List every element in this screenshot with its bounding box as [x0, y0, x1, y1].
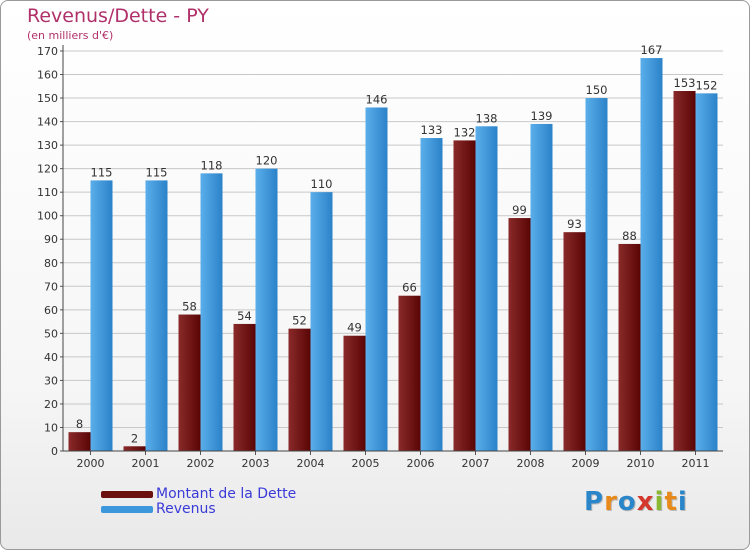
grid-lines	[63, 50, 723, 452]
logo-letter: o	[617, 487, 637, 517]
bar-revenue	[145, 180, 168, 452]
logo-letter: r	[604, 487, 618, 517]
data-label: 138	[476, 111, 498, 125]
y-tick-label: 110	[37, 186, 58, 199]
legend-label-debt: Montant de la Dette	[156, 486, 297, 502]
y-tick-label: 140	[37, 116, 58, 129]
data-label: 133	[421, 123, 443, 137]
data-label: 88	[622, 229, 637, 243]
logo-letter: i	[654, 487, 665, 517]
logo-letter: P	[584, 487, 605, 517]
data-label: 49	[347, 321, 362, 335]
bar-revenue	[475, 126, 498, 451]
data-label: 115	[146, 165, 168, 179]
y-tick-label: 70	[44, 280, 58, 293]
y-tick-label: 130	[37, 139, 58, 152]
bar-debt	[288, 328, 311, 451]
bar-debt	[123, 446, 146, 451]
data-label: 2	[131, 431, 138, 445]
data-label: 115	[91, 165, 113, 179]
bar-revenue	[310, 192, 333, 452]
bar-debt	[68, 432, 91, 451]
legend-swatch-debt	[101, 491, 153, 498]
data-label: 146	[366, 92, 388, 106]
y-tick-label: 60	[44, 304, 58, 317]
proxiti-logo: Proxiti	[584, 487, 688, 517]
y-tick-label: 50	[44, 327, 58, 340]
axes: 0 10 20 30 40 50 60 70 80 90 100 110 120 130 140 150 160…	[37, 45, 723, 470]
logo-letter: i	[677, 487, 688, 517]
bar-debt	[398, 295, 421, 451]
data-label: 54	[237, 309, 252, 323]
bar-revenue	[420, 138, 443, 451]
bar-revenue	[530, 123, 553, 452]
x-tick-label: 2006	[407, 457, 435, 470]
y-tick-label: 120	[37, 163, 58, 176]
y-tick-label: 160	[37, 69, 58, 82]
logo-letter: x	[636, 487, 655, 517]
bar-debt	[673, 91, 696, 451]
bar-revenue	[585, 98, 608, 451]
y-tick-label: 0	[51, 445, 58, 458]
bar-debt	[563, 232, 586, 451]
bar-debt	[453, 140, 476, 452]
bar-revenue	[640, 58, 663, 451]
data-label: 120	[256, 154, 278, 168]
bar-revenue	[255, 168, 278, 451]
data-label: 93	[567, 217, 582, 231]
data-label: 99	[512, 203, 527, 217]
data-label: 52	[292, 314, 307, 328]
bar-debt	[508, 218, 531, 451]
x-tick-label: 2007	[462, 457, 490, 470]
y-tick-label: 20	[44, 398, 58, 411]
chart-subtitle: (en milliers d'€)	[27, 29, 114, 42]
x-tick-label: 2005	[352, 457, 380, 470]
x-tick-label: 2001	[132, 457, 160, 470]
data-label: 66	[402, 281, 417, 295]
data-label: 58	[182, 300, 197, 314]
x-tick-label: 2003	[242, 457, 270, 470]
bar-debt	[178, 314, 201, 451]
data-label: 167	[641, 43, 663, 57]
y-tick-label: 170	[37, 45, 58, 58]
bar-debt	[343, 335, 366, 451]
chart-title: Revenus/Dette - PY	[27, 5, 209, 27]
data-label: 152	[696, 78, 718, 92]
logo-letter: t	[664, 487, 678, 517]
x-tick-label: 2002	[187, 457, 215, 470]
y-tick-label: 30	[44, 374, 58, 387]
legend-swatch-revenue	[101, 506, 153, 513]
data-label: 150	[586, 83, 608, 97]
data-label: 118	[201, 158, 223, 172]
legend-label-revenue: Revenus	[156, 501, 216, 517]
x-tick-label: 2000	[77, 457, 105, 470]
y-tick-label: 90	[44, 233, 58, 246]
data-label: 132	[454, 125, 476, 139]
y-tick-label: 40	[44, 351, 58, 364]
bar-revenue	[695, 93, 718, 452]
data-label: 153	[674, 76, 696, 90]
bar-revenue	[90, 180, 113, 452]
y-tick-label: 150	[37, 92, 58, 105]
data-label: 139	[531, 109, 553, 123]
data-label: 110	[311, 177, 333, 191]
bar-revenue	[200, 173, 223, 451]
bar-debt	[233, 323, 256, 451]
x-tick-label: 2011	[682, 457, 710, 470]
y-tick-label: 80	[44, 257, 58, 270]
x-tick-label: 2008	[517, 457, 545, 470]
y-tick-label: 10	[44, 421, 58, 434]
data-label: 8	[76, 417, 83, 431]
bar-revenue	[365, 107, 388, 452]
x-tick-label: 2004	[297, 457, 325, 470]
bar-debt	[618, 243, 641, 451]
x-tick-label: 2009	[572, 457, 600, 470]
x-tick-label: 2010	[627, 457, 655, 470]
y-tick-label: 100	[37, 210, 58, 223]
